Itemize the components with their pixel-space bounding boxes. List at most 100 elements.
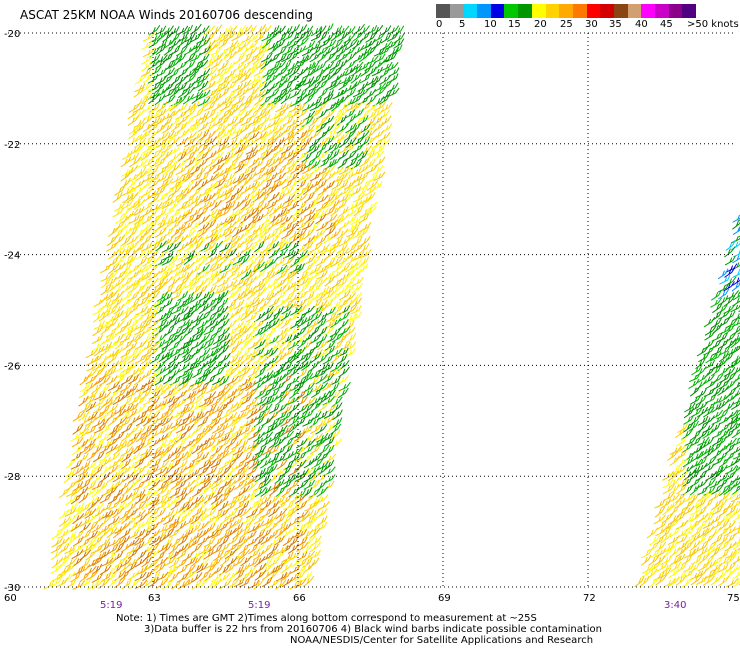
wind-barb xyxy=(259,298,272,310)
wind-barb xyxy=(324,130,337,140)
wind-barb xyxy=(210,46,222,56)
wind-barb xyxy=(387,73,399,84)
wind-barb xyxy=(120,170,131,182)
wind-barb xyxy=(78,492,89,504)
wind-barb xyxy=(122,192,134,204)
wind-barb xyxy=(261,100,273,112)
wind-barb xyxy=(140,67,152,78)
wind-barb xyxy=(344,341,357,352)
wind-barb xyxy=(191,74,203,85)
wind-barb xyxy=(269,276,281,288)
wind-barb xyxy=(196,285,208,296)
wind-barb xyxy=(161,149,173,161)
wind-barb xyxy=(225,235,238,246)
wind-barb xyxy=(122,339,134,351)
wind-barb xyxy=(190,284,203,296)
wind-barb xyxy=(141,60,153,72)
wind-barb xyxy=(136,289,148,301)
wind-barb xyxy=(346,222,358,233)
wind-barb xyxy=(676,519,689,530)
wind-barb xyxy=(290,97,303,107)
colorbar-swatch xyxy=(545,4,560,18)
wind-barb xyxy=(268,341,280,352)
wind-barb xyxy=(126,254,137,266)
wind-barb xyxy=(364,38,376,49)
wind-barb xyxy=(197,73,210,84)
wind-barb xyxy=(669,455,680,467)
wind-barb xyxy=(225,128,237,140)
wind-barb xyxy=(161,500,174,511)
wind-barb xyxy=(170,536,183,548)
wind-barb xyxy=(289,256,302,268)
wind-barb xyxy=(148,256,161,267)
colorbar-label: 40 xyxy=(635,19,648,30)
wind-barb xyxy=(63,472,75,484)
wind-barb xyxy=(141,81,154,93)
wind-barb xyxy=(220,165,232,177)
wind-barb xyxy=(232,191,243,203)
wind-barb xyxy=(273,178,287,189)
wind-barb xyxy=(212,157,223,168)
wind-barb xyxy=(323,23,334,35)
wind-barb xyxy=(273,172,287,183)
wind-barb xyxy=(128,128,139,140)
wind-barb xyxy=(308,233,321,245)
wind-barb xyxy=(121,150,133,161)
wind-barb xyxy=(253,234,264,245)
wind-barb xyxy=(357,81,369,92)
wind-barb xyxy=(226,283,239,294)
wind-barb xyxy=(359,73,371,84)
wind-barb xyxy=(662,478,674,489)
wind-barb xyxy=(226,310,238,322)
wind-barb xyxy=(359,249,372,259)
wind-barb xyxy=(260,52,273,63)
wind-barb xyxy=(294,327,307,338)
wind-barb xyxy=(233,136,245,147)
wind-barb xyxy=(373,47,386,57)
wind-barb xyxy=(281,81,293,92)
wind-barb xyxy=(304,79,316,91)
wind-barb xyxy=(169,317,181,329)
wind-barb xyxy=(190,555,202,567)
wind-barb xyxy=(178,353,191,365)
colorbar-swatch xyxy=(490,4,505,18)
pass-time-label: 5:19 xyxy=(100,600,122,611)
wind-barb xyxy=(204,67,218,78)
wind-barb xyxy=(177,291,189,302)
wind-barb xyxy=(92,325,104,337)
wind-barb xyxy=(261,291,274,302)
wind-barb xyxy=(252,213,264,224)
wind-barb xyxy=(206,297,217,309)
wind-barb xyxy=(268,156,280,168)
wind-barb xyxy=(252,297,265,308)
wind-barb xyxy=(183,179,195,191)
wind-barb xyxy=(260,247,273,259)
wind-barb xyxy=(378,137,391,149)
wind-barb xyxy=(218,38,229,49)
wind-barb xyxy=(322,93,334,105)
wind-barb xyxy=(259,276,271,288)
wind-barb xyxy=(322,261,334,273)
wind-barb xyxy=(280,207,292,218)
wind-barb xyxy=(177,211,190,223)
wind-barb xyxy=(289,82,302,93)
wind-barb xyxy=(175,283,187,295)
wind-barb xyxy=(203,59,216,70)
wind-barb xyxy=(359,101,372,113)
wind-barb xyxy=(240,310,253,322)
wind-barb xyxy=(217,61,229,72)
wind-barb xyxy=(211,93,222,105)
colorbar-label: >50 knots xyxy=(687,19,739,30)
wind-barb xyxy=(204,199,216,210)
wind-barb xyxy=(211,24,223,36)
wind-barb xyxy=(162,88,176,99)
wind-barb xyxy=(282,270,294,282)
wind-barb xyxy=(238,87,249,99)
wind-barb xyxy=(295,459,307,471)
wind-barb xyxy=(317,87,329,99)
wind-barb xyxy=(141,290,154,301)
wind-barb xyxy=(106,313,118,324)
wind-barb xyxy=(302,325,315,337)
wind-barb xyxy=(246,320,257,331)
wind-barb xyxy=(169,45,181,56)
